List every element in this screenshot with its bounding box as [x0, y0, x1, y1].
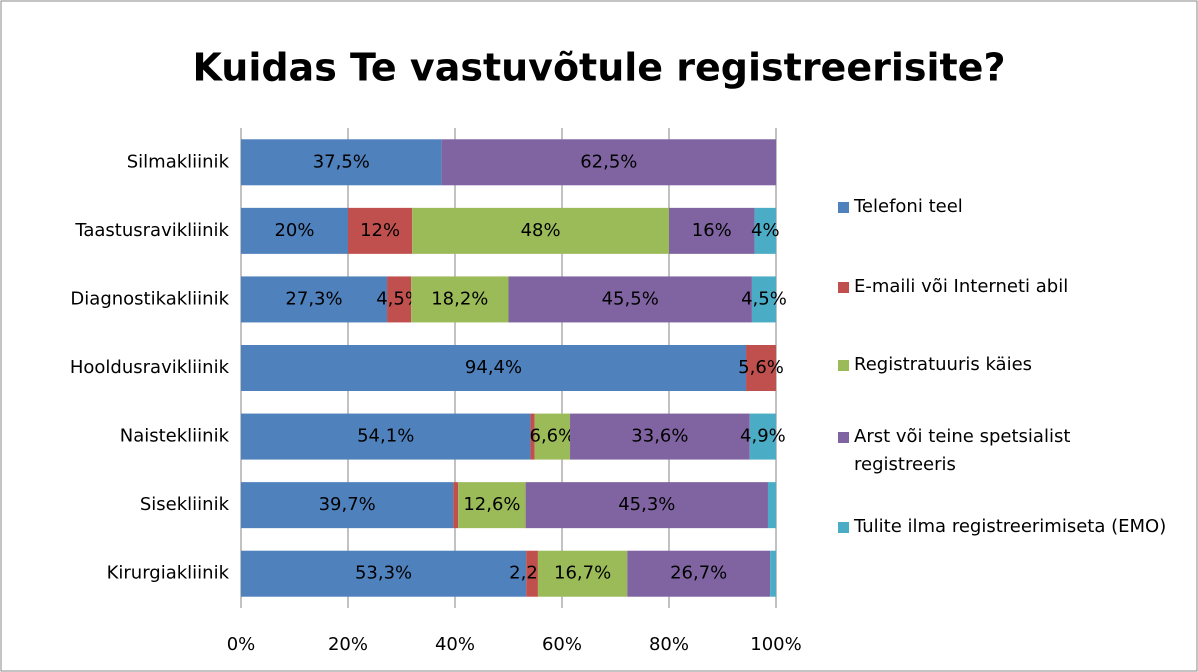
data-label: 37,5% — [313, 151, 370, 172]
legend-swatch — [838, 360, 849, 371]
bar-segment — [530, 413, 535, 460]
legend-label: Registratuuris käies — [854, 354, 1033, 375]
legend-item: Tulite ilma registreerimiseta (EMO) — [838, 513, 1174, 541]
bar-segment — [241, 413, 531, 460]
legend-swatch — [838, 432, 849, 443]
bar-segment — [525, 482, 768, 529]
bar-segment — [767, 482, 776, 529]
bar-segment — [669, 207, 755, 254]
bar-segment — [770, 550, 776, 597]
data-label: 26,7% — [670, 563, 727, 584]
bar-segment — [534, 413, 571, 460]
bar-segment — [241, 345, 747, 391]
legend-label: Arst või teine spetsialist registreeris — [854, 426, 1071, 475]
legend-swatch — [838, 202, 849, 213]
x-tick-label: 60% — [542, 634, 582, 655]
data-label: 4,9% — [740, 426, 786, 447]
legend-label: Tulite ilma registreerimiseta (EMO) — [854, 516, 1167, 537]
bar-segment — [751, 276, 776, 323]
y-tick-label: Hooldusravikliinik — [70, 357, 230, 378]
bar-segment — [411, 276, 509, 323]
bar-segment — [458, 482, 526, 529]
bar-segment — [526, 550, 538, 597]
data-label: 45,5% — [602, 288, 659, 309]
x-tick-label: 20% — [328, 634, 368, 655]
bar-segment — [754, 207, 776, 254]
legend-item: Registratuuris käies — [838, 351, 1174, 379]
data-label: 4,5% — [741, 288, 787, 309]
data-label: 94,4% — [465, 357, 522, 378]
bar-segment — [412, 207, 669, 254]
bar-segment — [453, 482, 459, 529]
bar-segment — [241, 139, 442, 186]
y-tick-label: Sisekliinik — [140, 494, 230, 515]
bar-segment — [241, 207, 348, 254]
legend-item: Arst või teine spetsialist registreeris — [838, 423, 1174, 479]
legend-item: E-maili või Interneti abil — [838, 273, 1174, 301]
data-label: 54,1% — [357, 426, 414, 447]
bar-segment — [241, 550, 527, 597]
legend-swatch — [838, 282, 849, 293]
bar-segment — [627, 550, 771, 597]
data-label: 4,5% — [376, 288, 422, 309]
chart-title: Kuidas Te vastuvõtule registreerisite? — [193, 46, 1006, 90]
legend-swatch — [838, 522, 849, 533]
data-label: 6,6% — [530, 426, 576, 447]
data-label: 33,6% — [631, 426, 688, 447]
data-label: 39,7% — [319, 494, 376, 515]
data-label: 53,3% — [355, 563, 412, 584]
data-label: 12% — [360, 220, 400, 241]
data-label: 12,6% — [463, 494, 520, 515]
bar-segment — [387, 276, 412, 323]
y-tick-label: Kirurgiakliinik — [107, 563, 230, 584]
data-label: 16,7% — [554, 563, 611, 584]
y-tick-label: Taastusravikliinik — [74, 220, 229, 241]
data-label: 20% — [274, 220, 314, 241]
x-tick-label: 80% — [649, 634, 689, 655]
data-label: 16% — [692, 220, 732, 241]
x-tick-label: 100% — [750, 634, 801, 655]
bar-segment — [348, 207, 413, 254]
data-label: 4% — [751, 220, 780, 241]
x-tick-label: 40% — [435, 634, 475, 655]
data-label: 62,5% — [580, 151, 637, 172]
bar-segment — [570, 413, 750, 460]
data-label: 48% — [521, 220, 561, 241]
bar-segment — [441, 139, 776, 186]
y-tick-label: Silmakliinik — [127, 151, 230, 172]
data-label: 5,6% — [738, 357, 784, 378]
data-label: 18,2% — [431, 288, 488, 309]
bar-segment — [746, 345, 776, 391]
y-tick-label: Naistekliinik — [120, 426, 230, 447]
bar-segment — [241, 482, 454, 529]
legend-label: E-maili või Interneti abil — [854, 276, 1069, 297]
bar-segment — [537, 550, 628, 597]
y-tick-label: Diagnostikakliinik — [70, 288, 229, 309]
bar-segment — [241, 276, 388, 323]
bar-segment — [749, 413, 776, 460]
legend-label: Telefoni teel — [854, 196, 963, 217]
x-tick-label: 0% — [227, 634, 256, 655]
legend-item: Telefoni teel — [838, 193, 1174, 221]
data-label: 27,3% — [285, 288, 342, 309]
bar-segment — [508, 276, 752, 323]
data-label: 45,3% — [618, 494, 675, 515]
